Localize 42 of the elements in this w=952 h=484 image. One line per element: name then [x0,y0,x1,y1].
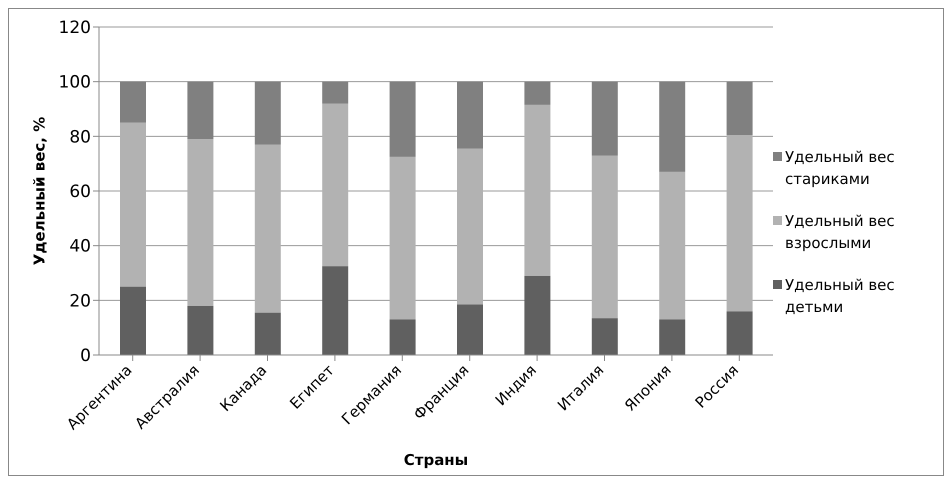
y-tick-label: 40 [69,236,91,257]
bar [390,156,416,320]
bar [659,319,686,355]
bar [592,155,618,318]
bar [254,82,281,145]
bar [322,104,348,266]
bar [390,319,416,355]
bar [322,82,348,104]
bar [187,139,214,306]
bar [524,276,550,355]
bar [120,286,146,355]
y-tick-label: 20 [69,291,91,312]
bar [592,318,618,355]
bar [659,172,686,320]
legend-label: Удельный вес стариками [785,147,896,190]
bar [592,82,618,156]
legend-label: Удельный вес детьми [785,275,896,318]
bar [390,82,416,157]
bar [524,104,550,276]
bar [457,304,483,355]
bar [322,266,348,355]
y-tick-label: 0 [80,346,91,366]
bar [457,148,483,304]
bar [254,144,281,313]
y-tick-label: 60 [69,182,91,202]
bar [659,82,686,172]
bar [457,82,483,149]
y-tick-label: 100 [58,72,91,93]
bar [120,122,146,287]
bar [524,82,550,105]
bar [726,311,753,355]
bar [726,82,753,135]
bar [187,306,214,355]
bar [187,82,214,140]
bar [726,134,753,312]
y-tick-label: 120 [58,18,91,38]
bar [120,82,146,123]
y-tick-label: 80 [69,127,91,148]
bar [254,312,281,355]
y-axis-title: Удельный вес, % [30,116,48,266]
legend-label: Удельный вес взрослыми [785,211,896,254]
x-axis-title: Страны [404,451,468,469]
